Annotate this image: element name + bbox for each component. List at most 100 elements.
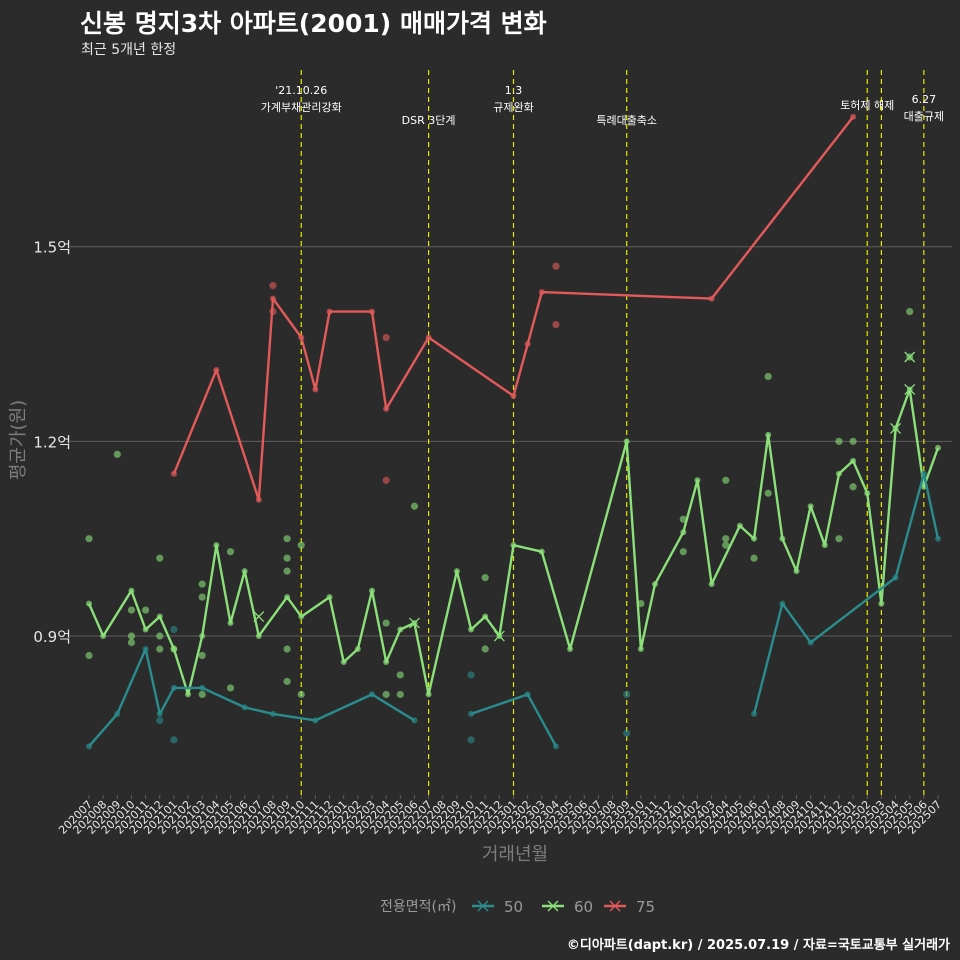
data-point: [552, 262, 560, 270]
line-point: [807, 639, 814, 646]
legend-item-60: 60: [542, 898, 593, 916]
line-point: [128, 587, 135, 594]
data-point: [297, 690, 305, 699]
line-point: [199, 684, 206, 691]
data-point: [85, 535, 93, 543]
series-line: [87, 388, 940, 696]
data-point: [283, 535, 291, 543]
line-point: [793, 568, 800, 575]
line-point: [468, 626, 475, 633]
line-point: [86, 743, 92, 750]
data-point: [127, 606, 136, 614]
legend-label: 50: [504, 898, 523, 916]
data-point: [283, 677, 291, 686]
line-point: [552, 743, 559, 750]
data-point: [764, 372, 772, 381]
line-point: [892, 574, 899, 581]
line-point: [312, 717, 319, 724]
data-point: [396, 671, 404, 679]
data-point: [382, 619, 390, 627]
line-point: [255, 496, 262, 503]
data-point: [198, 580, 206, 588]
data-point: [283, 645, 291, 653]
line-point: [425, 334, 432, 341]
line-point: [213, 366, 220, 373]
line-point: [468, 710, 475, 717]
legend: 전용면적(㎡) 50 60 75: [380, 898, 655, 916]
line-point: [807, 503, 814, 510]
data-point: [679, 515, 687, 523]
data-point: [226, 684, 235, 692]
line-point: [510, 392, 517, 399]
line-point: [920, 470, 927, 477]
data-point: [198, 593, 206, 601]
data-point: [283, 567, 291, 575]
line-point: [425, 691, 432, 698]
y-axis: 0.9억 1.2억 1.5억: [33, 239, 75, 646]
data-point: [156, 632, 164, 640]
cross-marker: [904, 383, 916, 395]
line-point: [878, 600, 885, 607]
line-point: [312, 386, 319, 393]
data-point: [722, 541, 730, 549]
legend-swatch-cross: [547, 900, 559, 912]
line-point: [397, 626, 404, 633]
legend-label: 60: [574, 898, 593, 916]
event-annotation: 규제완화: [493, 101, 533, 114]
data-point: [127, 632, 136, 640]
line-point: [694, 477, 701, 484]
line-point: [340, 658, 347, 665]
line-point: [680, 529, 687, 536]
legend-swatch-cross: [477, 900, 489, 912]
line-point: [524, 341, 531, 348]
line-point: [510, 542, 517, 549]
series-60: [85, 307, 941, 699]
legend-swatch-cross: [609, 900, 621, 912]
data-point: [198, 651, 206, 660]
data-point: [835, 437, 843, 445]
line-point: [453, 568, 460, 575]
data-point: [382, 690, 390, 699]
data-point: [156, 716, 164, 724]
line-point: [227, 620, 234, 627]
line-point: [765, 431, 772, 438]
event-annotation: 1.3: [505, 84, 523, 97]
data-point: [481, 574, 489, 582]
data-point: [764, 489, 772, 497]
line-point: [637, 646, 644, 652]
line-point: [142, 626, 149, 633]
data-point: [623, 690, 631, 699]
line-point: [269, 295, 276, 302]
data-point: [849, 483, 857, 491]
line-point: [170, 684, 177, 691]
line-point: [114, 710, 121, 717]
cross-marker: [904, 351, 916, 363]
cross-marker: [890, 422, 902, 434]
line-point: [241, 568, 248, 575]
line-point: [850, 457, 857, 464]
y-tick-label: 0.9억: [33, 628, 71, 646]
legend-item-50: 50: [472, 898, 523, 916]
line-point: [369, 691, 375, 698]
line-point: [213, 542, 220, 549]
x-axis-label: 거래년월: [482, 844, 548, 865]
line-point: [411, 717, 418, 724]
data-point: [142, 606, 150, 614]
source-caption: ©디아파트(dapt.kr) / 2025.07.19 / 자료=국토교통부 실…: [566, 938, 950, 953]
line-point: [623, 438, 630, 445]
data-point: [849, 437, 857, 445]
chart-subtitle: 최근 5개년 한정: [81, 42, 177, 58]
event-annotation: 가계부채관리강화: [261, 101, 342, 114]
data-point: [722, 476, 730, 484]
line-point: [708, 581, 715, 588]
line-point: [156, 710, 163, 717]
series-layer: [85, 113, 941, 750]
event-annotation: '21.10.26: [275, 84, 327, 97]
data-point: [382, 333, 390, 342]
line-point: [185, 691, 192, 698]
data-point: [410, 502, 419, 510]
event-annotation: 토허제 해제: [840, 98, 894, 112]
line-point: [326, 308, 333, 315]
